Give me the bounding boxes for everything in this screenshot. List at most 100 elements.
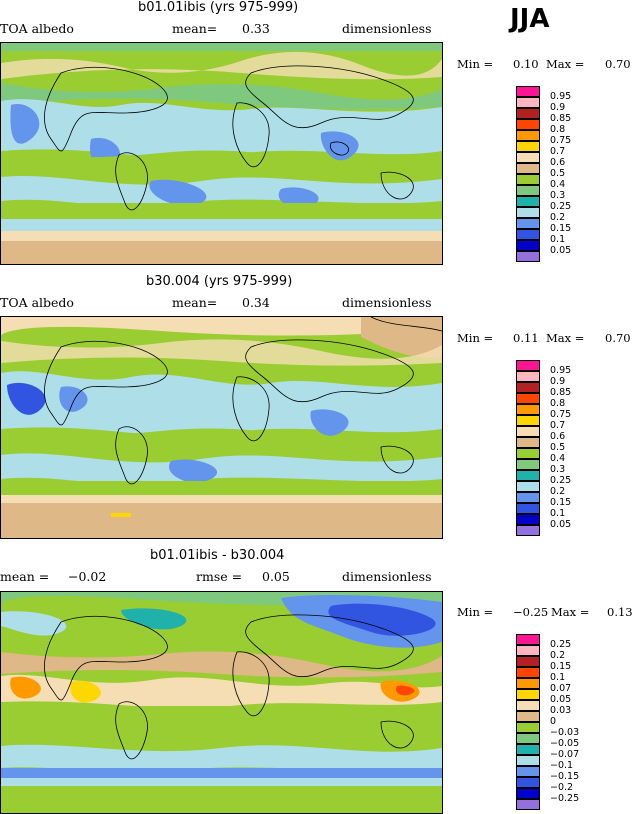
colorbar-label: 0.15 — [550, 661, 572, 672]
colorbar-label: 0.05 — [550, 519, 572, 530]
panel-3-min-label: Min = — [457, 605, 494, 619]
colorbar-swatch-fill — [516, 525, 540, 536]
colorbar-label: 0.75 — [550, 135, 572, 146]
colorbar-label: −0.03 — [550, 727, 580, 738]
colorbar-swatch — [516, 437, 540, 448]
colorbar-swatch — [516, 163, 540, 174]
colorbar-swatch — [516, 240, 540, 251]
colorbar-swatch — [516, 371, 540, 382]
colorbar-label: −0.25 — [550, 793, 580, 804]
colorbar-swatch — [516, 788, 540, 799]
colorbar-label: 0.2 — [550, 650, 566, 661]
colorbar-label: 0.85 — [550, 113, 572, 124]
colorbar-swatch — [516, 448, 540, 459]
season-label: JJA — [510, 4, 550, 34]
colorbar-swatch-fill — [516, 711, 540, 722]
colorbar-label: 0.05 — [550, 694, 572, 705]
panel-3-units: dimensionless — [342, 569, 432, 584]
colorbar-label: −0.1 — [550, 760, 574, 771]
colorbar-swatch — [516, 196, 540, 207]
panel-2-title: b30.004 (yrs 975-999) — [146, 274, 293, 289]
colorbar-swatch-fill — [516, 130, 540, 141]
colorbar-label: 0.1 — [550, 672, 566, 683]
colorbar-swatch — [516, 86, 540, 97]
panel-2-mean-value: 0.34 — [242, 295, 270, 310]
colorbar-swatch-fill — [516, 360, 540, 371]
colorbar-swatch — [516, 229, 540, 240]
colorbar-swatch-fill — [516, 415, 540, 426]
colorbar-swatch-fill — [516, 371, 540, 382]
colorbar-swatch-fill — [516, 141, 540, 152]
colorbar-label: 0.8 — [550, 398, 566, 409]
colorbar-swatch — [516, 207, 540, 218]
colorbar-label: −0.07 — [550, 749, 580, 760]
colorbar-swatch-fill — [516, 174, 540, 185]
panel-3-mean-value: −0.02 — [68, 569, 107, 584]
colorbar-swatch — [516, 152, 540, 163]
colorbar-label: 0.05 — [550, 245, 572, 256]
colorbar-swatch — [516, 382, 540, 393]
panel-3-map — [0, 591, 443, 814]
colorbar-swatch — [516, 481, 540, 492]
colorbar-swatch — [516, 492, 540, 503]
colorbar-swatch-fill — [516, 97, 540, 108]
panel-2-max-value: 0.70 — [605, 331, 631, 345]
colorbar-swatch-fill — [516, 196, 540, 207]
colorbar-label: 0.5 — [550, 168, 566, 179]
colorbar-label: 0.15 — [550, 223, 572, 234]
panel-2-max-label: Max = — [546, 331, 585, 345]
colorbar-swatch-fill — [516, 700, 540, 711]
colorbar-label: 0.9 — [550, 376, 566, 387]
colorbar-swatch — [516, 130, 540, 141]
panel-1-mean-value: 0.33 — [242, 21, 270, 36]
colorbar-swatch — [516, 711, 540, 722]
colorbar-swatch — [516, 415, 540, 426]
panel-1-min-value: 0.10 — [513, 57, 539, 71]
colorbar-swatch — [516, 141, 540, 152]
panel-1-units: dimensionless — [342, 21, 432, 36]
colorbar-label: 0.2 — [550, 486, 566, 497]
colorbar-swatch — [516, 656, 540, 667]
colorbar-swatch — [516, 514, 540, 525]
colorbar-swatch — [516, 667, 540, 678]
colorbar-swatch-fill — [516, 470, 540, 481]
colorbar-swatch — [516, 777, 540, 788]
colorbar-label: 0.9 — [550, 102, 566, 113]
colorbar-swatch-fill — [516, 207, 540, 218]
colorbar-swatch-fill — [516, 777, 540, 788]
colorbar-swatch-fill — [516, 163, 540, 174]
colorbar-label: 0.25 — [550, 639, 572, 650]
colorbar-swatch-fill — [516, 393, 540, 404]
colorbar-swatch — [516, 722, 540, 733]
panel-3-mean-label: mean = — [0, 569, 50, 584]
colorbar-swatch — [516, 755, 540, 766]
colorbar-swatch — [516, 470, 540, 481]
panel-1-title: b01.01ibis (yrs 975-999) — [138, 0, 299, 15]
colorbar-swatch — [516, 766, 540, 777]
colorbar-swatch-fill — [516, 678, 540, 689]
colorbar-swatch-fill — [516, 503, 540, 514]
colorbar-swatch-fill — [516, 229, 540, 240]
colorbar-swatch-fill — [516, 448, 540, 459]
colorbar-label: 0.25 — [550, 475, 572, 486]
colorbar-swatch-fill — [516, 656, 540, 667]
colorbar-swatch-fill — [516, 251, 540, 262]
colorbar-swatch — [516, 185, 540, 196]
colorbar-swatch — [516, 393, 540, 404]
colorbar-swatch-fill — [516, 492, 540, 503]
colorbar-swatch — [516, 174, 540, 185]
colorbar-swatch — [516, 459, 540, 470]
colorbar-swatch-fill — [516, 404, 540, 415]
panel-1-variable-label: TOA albedo — [0, 21, 74, 36]
colorbar-label: 0.1 — [550, 508, 566, 519]
panel-3-title: b01.01ibis - b30.004 — [150, 548, 285, 563]
colorbar-swatch — [516, 426, 540, 437]
colorbar-swatch-fill — [516, 437, 540, 448]
colorbar-label: 0.6 — [550, 431, 566, 442]
colorbar-label: 0.8 — [550, 124, 566, 135]
colorbar-swatch-fill — [516, 766, 540, 777]
colorbar-label: 0.6 — [550, 157, 566, 168]
panel-3-rmse-value: 0.05 — [262, 569, 290, 584]
panel-3-max-label: Max = — [551, 605, 590, 619]
panel-1-max-value: 0.70 — [605, 57, 631, 71]
